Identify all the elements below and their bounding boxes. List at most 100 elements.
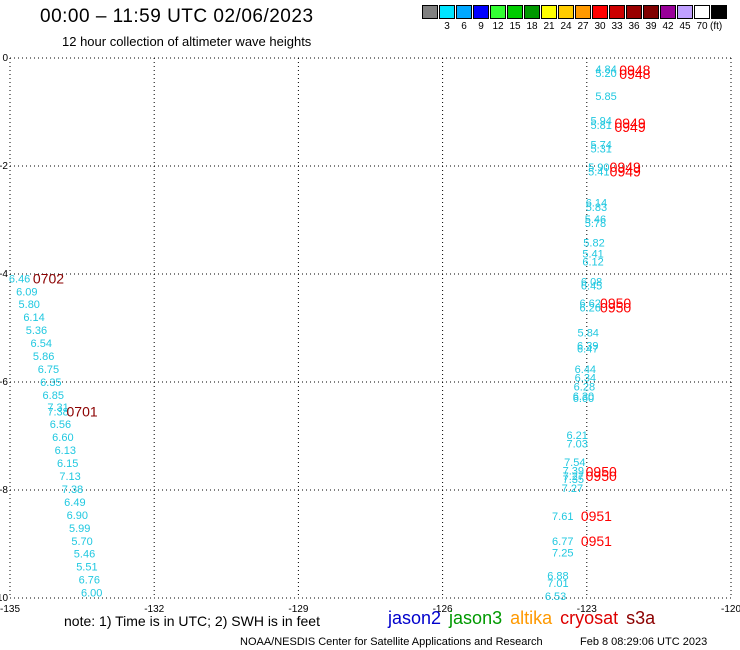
- wave-height-value: 5.86: [33, 351, 54, 363]
- color-swatch: [490, 5, 506, 19]
- color-scale-label: 30: [594, 21, 606, 32]
- wave-height-value: 6.56: [50, 419, 71, 431]
- pass-time-label: 0950: [586, 468, 617, 484]
- legend-item-jason3: jason3: [449, 608, 503, 628]
- wave-height-value: 6.44: [575, 364, 596, 376]
- wave-height-value: 6.47: [577, 344, 598, 356]
- wave-height-value: 6.08: [581, 277, 602, 289]
- map-subtitle: 12 hour collection of altimeter wave hei…: [62, 34, 312, 49]
- wave-height-value: 7.35: [563, 474, 584, 486]
- color-swatch: [626, 5, 642, 19]
- wave-height-value: 5.81: [591, 120, 612, 132]
- color-swatch: [473, 5, 489, 19]
- lon-tick-label: -129: [288, 604, 308, 615]
- color-swatch: [643, 5, 659, 19]
- wave-height-value: 6.46: [9, 273, 30, 285]
- wave-height-value: 5.51: [76, 562, 97, 574]
- pass-time-label: 0949: [614, 115, 645, 131]
- wave-height-value: 6.21: [566, 430, 587, 442]
- wave-height-value: 6.90: [67, 510, 88, 522]
- color-scale-label: 36: [628, 21, 640, 32]
- color-swatch: [524, 5, 540, 19]
- color-scale-label: 15: [509, 21, 521, 32]
- color-scale-label: 21: [543, 21, 555, 32]
- wave-height-value: 5.41: [588, 166, 609, 178]
- color-swatch: [558, 5, 574, 19]
- wave-height-value: 6.35: [40, 377, 61, 389]
- wave-height-value: 6.26: [579, 302, 600, 314]
- color-scale-label: 6: [461, 21, 467, 32]
- lon-tick-label: -120: [721, 604, 740, 615]
- pass-time-label: 0702: [33, 270, 64, 286]
- color-swatch: [422, 5, 438, 19]
- wave-height-value: 5.74: [591, 139, 612, 151]
- wave-height-value: 5.41: [582, 248, 603, 260]
- lat-tick-label: -8: [0, 485, 8, 496]
- footer-timestamp: Feb 8 08:29:06 UTC 2023: [580, 636, 708, 648]
- wave-height-value: 6.75: [38, 364, 59, 376]
- color-scale-label: 42: [662, 21, 674, 32]
- wave-height-value: 5.36: [26, 325, 47, 337]
- wave-height-value: 6.88: [547, 570, 568, 582]
- wave-height-value: 7.01: [547, 578, 568, 590]
- wave-height-value: 6.28: [574, 381, 595, 393]
- pass-time-label: 0701: [67, 404, 98, 420]
- wave-height-value: 6.85: [43, 390, 64, 402]
- lat-tick-label: -2: [0, 161, 8, 172]
- lat-tick-label: 0: [2, 53, 8, 64]
- pass-time-label: 0948: [619, 62, 650, 78]
- wave-height-value: 7.27: [563, 471, 584, 483]
- color-swatch: [660, 5, 676, 19]
- lat-tick-label: -4: [0, 269, 8, 280]
- wave-height-value: 6.77: [552, 536, 573, 548]
- color-scale-label: 9: [478, 21, 484, 32]
- wave-height-value: 7.38: [47, 407, 68, 419]
- wave-height-value: 5.80: [19, 299, 40, 311]
- wave-height-value: 6.14: [23, 312, 44, 324]
- pass-time-label: 0951: [581, 508, 612, 524]
- color-swatch: [456, 5, 472, 19]
- color-scale-label: 27: [577, 21, 589, 32]
- color-scale-label: 33: [611, 21, 623, 32]
- color-swatch: [592, 5, 608, 19]
- wave-height-value: 6.14: [586, 198, 607, 210]
- wave-height-value: 7.31: [47, 402, 68, 414]
- lon-tick-label: -132: [144, 604, 164, 615]
- wave-height-value: 5.46: [74, 549, 95, 561]
- color-scale-label: 3: [444, 21, 450, 32]
- color-scale-label: 70: [696, 21, 708, 32]
- color-scale-label: 24: [560, 21, 572, 32]
- footer-note: note: 1) Time is in UTC; 2) SWH is in fe…: [64, 613, 320, 629]
- wave-height-value: 6.15: [57, 458, 78, 470]
- wave-height-value: 6.60: [52, 432, 73, 444]
- lon-tick-label: -126: [433, 604, 453, 615]
- wave-height-value: 7.27: [562, 483, 583, 495]
- color-swatch: [711, 5, 727, 19]
- lat-tick-label: -6: [0, 377, 8, 388]
- pass-time-label: 0950: [600, 299, 631, 315]
- map-title: 00:00 – 11:59 UTC 02/06/2023: [40, 6, 314, 27]
- wave-height-value: 6.45: [581, 280, 602, 292]
- color-scale-unit: (ft): [710, 21, 723, 32]
- wave-height-value: 5.84: [578, 327, 599, 339]
- wave-height-value: 5.20: [595, 68, 616, 80]
- wave-height-value: 7.03: [566, 439, 587, 451]
- wave-height-value: 7.38: [62, 484, 83, 496]
- legend-item-cryosat: cryosat: [560, 608, 619, 628]
- wave-height-value: 6.34: [575, 373, 596, 385]
- wave-height-value: 5.83: [586, 202, 607, 214]
- wave-height-value: 6.49: [64, 497, 85, 509]
- lon-tick-label: -123: [577, 604, 597, 615]
- pass-time-label: 0949: [614, 119, 645, 135]
- wave-height-value: 5.70: [71, 536, 92, 548]
- wave-height-value: 6.30: [573, 391, 594, 403]
- color-scale-label: 39: [645, 21, 657, 32]
- wave-height-value: 7.61: [552, 511, 573, 523]
- wave-height-value: 5.78: [585, 218, 606, 230]
- color-scale-label: 45: [679, 21, 691, 32]
- wave-height-value: 6.00: [81, 588, 102, 600]
- color-swatch: [439, 5, 455, 19]
- wave-height-value: 6.76: [79, 575, 100, 587]
- wave-height-value: 5.82: [583, 238, 604, 250]
- wave-height-value: 5.99: [69, 523, 90, 535]
